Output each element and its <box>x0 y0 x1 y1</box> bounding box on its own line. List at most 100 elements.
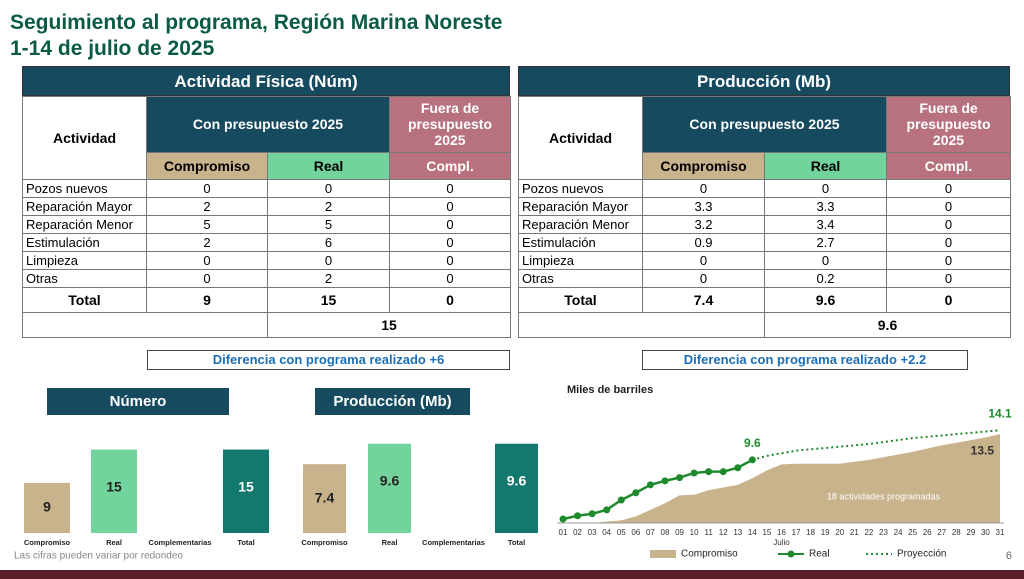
x-tick-label: Complementarias <box>422 538 485 547</box>
value-label: 9.6 <box>744 436 761 450</box>
x-tick-label: 19 <box>821 528 830 537</box>
cell: 2.7 <box>764 233 887 252</box>
x-tick-label: 22 <box>864 528 873 537</box>
header-cell: Con presupuesto 2025 <box>146 96 390 153</box>
x-tick-label: 04 <box>602 528 611 537</box>
subheader-row: Compromiso Real Compl. <box>519 151 1011 181</box>
cell: 3.2 <box>642 215 765 234</box>
header-cell: Fuera de presupuesto 2025 <box>389 96 511 153</box>
legend-label: Real <box>809 549 830 560</box>
header-cell: Con presupuesto 2025 <box>642 96 887 153</box>
header-cell: Actividad <box>518 96 643 180</box>
x-tick-label: 21 <box>850 528 859 537</box>
data-row: Otras 0 0.2 0 <box>518 269 1011 288</box>
cell: 2 <box>267 269 390 288</box>
table-block: Producción (Mb) Actividad Con presupuesto … <box>518 66 1011 338</box>
legend-label: Compromiso <box>681 549 738 560</box>
x-tick-label: Real <box>106 538 122 547</box>
chart-title: Miles de barriles <box>567 384 653 396</box>
cell: 0 <box>146 179 268 198</box>
cell: 0 <box>886 179 1011 198</box>
sum-cell: 9.6 <box>764 312 1011 338</box>
header-cell: Real <box>764 151 887 181</box>
data-row: Pozos nuevos 0 0 0 <box>518 179 1011 198</box>
x-tick-label: Complementarias <box>149 538 212 547</box>
data-row: Reparación Mayor 3.3 3.3 0 <box>518 197 1011 216</box>
cell: 0 <box>886 233 1011 252</box>
data-row: Pozos nuevos 0 0 0 <box>22 179 511 198</box>
point <box>719 468 727 476</box>
total-cell: 9 <box>146 287 268 313</box>
total-cell: 9.6 <box>764 287 887 313</box>
bar-value-label: 7.4 <box>315 489 335 505</box>
cell: 2 <box>146 197 268 216</box>
x-tick-label: 24 <box>894 528 903 537</box>
x-tick-label: 09 <box>675 528 684 537</box>
row-label: Reparación Mayor <box>518 197 643 216</box>
cell: 0 <box>146 269 268 288</box>
cell: 0 <box>267 251 390 270</box>
total-cell: 0 <box>389 287 511 313</box>
bar <box>303 464 346 533</box>
cell: 0 <box>764 251 887 270</box>
header-cell: Compromiso <box>642 151 765 181</box>
chart-title-box <box>47 388 229 415</box>
header-cell: Fuera de presupuesto 2025 <box>886 96 1011 153</box>
point <box>559 515 567 523</box>
point <box>661 477 669 485</box>
bar <box>495 443 538 533</box>
value-label: 13.5 <box>971 443 995 457</box>
x-tick-label: 08 <box>661 528 670 537</box>
data-row: Reparación Menor 3.2 3.4 0 <box>518 215 1011 234</box>
bar <box>91 449 137 533</box>
data-row: Estimulación 0.9 2.7 0 <box>518 233 1011 252</box>
header-cell: Compromiso <box>146 151 268 181</box>
row-label: Reparación Menor <box>518 215 643 234</box>
data-row: Limpieza 0 0 0 <box>22 251 511 270</box>
data-row: Estimulación 2 6 0 <box>22 233 511 252</box>
data-row: Otras 0 2 0 <box>22 269 511 288</box>
row-label: Estimulación <box>518 233 643 252</box>
point <box>705 468 713 476</box>
page-number: 6 <box>1006 550 1012 562</box>
cell: 0 <box>389 269 511 288</box>
bar <box>368 443 411 533</box>
bar <box>24 482 70 533</box>
x-tick-label: 20 <box>835 528 844 537</box>
header-cell: Actividad <box>22 96 147 180</box>
cell: 3.3 <box>642 197 765 216</box>
total-cell: 7.4 <box>642 287 765 313</box>
x-tick-label: 27 <box>937 528 946 537</box>
bar-value-label: 15 <box>106 478 122 494</box>
cell: 3.4 <box>764 215 887 234</box>
legend-swatch <box>650 550 676 558</box>
x-tick-label: 03 <box>588 528 597 537</box>
x-tick-label: 01 <box>559 528 568 537</box>
legend-label: Proyección <box>897 549 946 560</box>
cell: 0 <box>764 179 887 198</box>
table-title: Actividad Física (Núm) <box>22 66 510 96</box>
cell: 0 <box>886 215 1011 234</box>
empty-cell <box>518 312 765 338</box>
cell: 0 <box>886 251 1011 270</box>
row-label: Otras <box>22 269 147 288</box>
projection-line <box>752 429 1001 461</box>
subtitle: 1-14 de julio de 2025 <box>10 37 215 60</box>
total-cell: 15 <box>267 287 390 313</box>
x-tick-label: 17 <box>792 528 801 537</box>
x-tick-label: 16 <box>777 528 786 537</box>
bar <box>223 449 269 533</box>
x-tick-label: 26 <box>923 528 932 537</box>
difference-box: Diferencia con programa realizado +2.2 <box>642 350 968 370</box>
cell: 0 <box>642 269 765 288</box>
row-label: Limpieza <box>22 251 147 270</box>
x-tick-label: 30 <box>981 528 990 537</box>
cell: 0 <box>642 179 765 198</box>
row-label: Pozos nuevos <box>518 179 643 198</box>
x-tick-label: 02 <box>573 528 582 537</box>
x-tick-label: 06 <box>631 528 640 537</box>
x-tick-label: 31 <box>996 528 1005 537</box>
chart-title-box <box>315 388 470 415</box>
header-cell: Compl. <box>389 151 511 181</box>
total-cell: 0 <box>886 287 1011 313</box>
